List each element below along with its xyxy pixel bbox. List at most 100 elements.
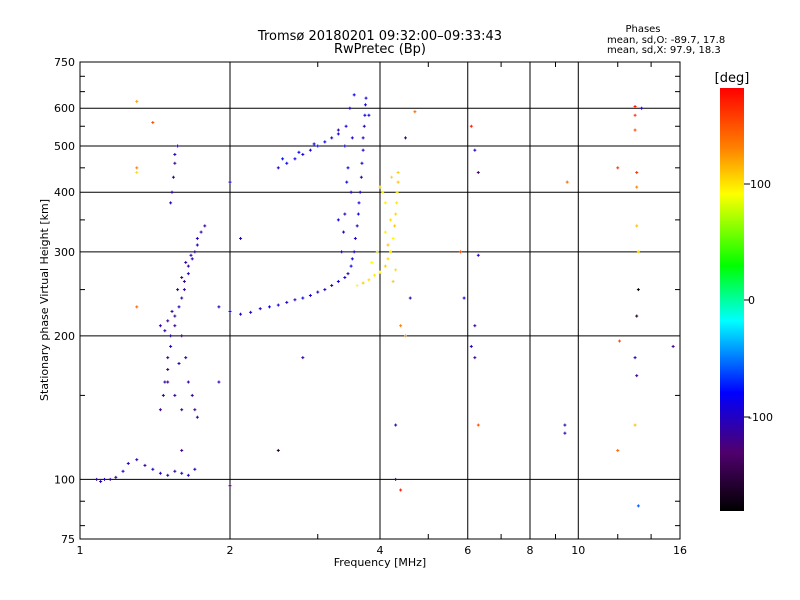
data-point	[281, 157, 285, 161]
data-point	[386, 257, 390, 261]
data-point	[199, 230, 203, 234]
data-point	[350, 257, 354, 261]
data-point	[389, 250, 393, 254]
data-point	[323, 140, 327, 144]
x-axis-label: Frequency [MHz]	[334, 556, 426, 569]
data-point	[316, 290, 320, 294]
data-point	[151, 121, 155, 125]
data-point	[180, 471, 184, 475]
data-point	[158, 324, 162, 328]
x-tick-label: 8	[527, 544, 534, 557]
data-point	[352, 93, 356, 97]
data-point	[671, 344, 675, 348]
data-point	[340, 250, 344, 254]
data-point	[126, 461, 130, 465]
data-point	[177, 361, 181, 365]
data-point	[163, 329, 167, 333]
data-point	[323, 288, 327, 292]
data-point	[180, 448, 184, 452]
data-point	[135, 305, 139, 309]
data-point	[169, 334, 173, 338]
data-point	[95, 477, 99, 481]
data-point	[362, 124, 366, 128]
data-point	[394, 477, 398, 481]
colorbar-tick-label: 0	[748, 294, 755, 307]
info-line-x: mean, sd,X: 97.9, 18.3	[607, 45, 721, 56]
data-point	[180, 276, 184, 280]
data-point	[203, 224, 207, 228]
data-point	[176, 144, 180, 148]
data-point	[353, 236, 357, 240]
data-point	[301, 152, 305, 156]
data-point	[359, 175, 363, 179]
data-point	[195, 243, 199, 247]
data-point	[258, 307, 262, 311]
data-point	[346, 272, 350, 276]
data-point	[458, 250, 462, 254]
data-point	[293, 157, 297, 161]
data-point	[276, 448, 280, 452]
data-point	[356, 212, 360, 216]
data-point	[184, 260, 188, 264]
data-point	[361, 136, 365, 140]
colorbar-tick-label: -100	[748, 411, 773, 424]
colorbar-label: [deg]	[715, 71, 750, 86]
x-tick-labels: 1 2 4 6 8 10 16	[77, 544, 688, 557]
data-point	[103, 477, 107, 481]
data-point	[228, 309, 232, 313]
y-tick-label: 200	[54, 330, 75, 343]
data-point	[267, 305, 271, 309]
data-point	[173, 469, 177, 473]
data-point	[633, 356, 637, 360]
data-point	[408, 296, 412, 300]
data-point	[386, 243, 390, 247]
info-heading: Phases	[625, 24, 660, 35]
data-point	[378, 185, 382, 189]
data-point	[135, 458, 139, 462]
data-point	[352, 250, 356, 254]
data-point	[363, 103, 367, 107]
data-point	[563, 423, 567, 427]
data-point	[395, 190, 399, 194]
y-tick-label: 600	[54, 102, 75, 115]
data-point	[180, 408, 184, 412]
data-point	[330, 283, 334, 287]
data-point	[348, 106, 352, 110]
data-point	[393, 224, 397, 228]
data-point	[378, 270, 382, 274]
data-point	[618, 339, 622, 343]
data-point	[135, 166, 139, 170]
data-point	[228, 180, 232, 184]
data-point	[301, 356, 305, 360]
data-point	[330, 136, 334, 140]
data-point	[158, 408, 162, 412]
data-point	[469, 344, 473, 348]
data-point	[166, 473, 170, 477]
data-point	[143, 463, 147, 467]
data-point	[344, 124, 348, 128]
data-point	[301, 296, 305, 300]
data-point	[403, 136, 407, 140]
data-point	[166, 319, 170, 323]
data-point	[469, 124, 473, 128]
data-point	[342, 230, 346, 234]
data-point	[169, 344, 173, 348]
data-point	[616, 166, 620, 170]
data-point	[383, 201, 387, 205]
data-point	[173, 324, 177, 328]
data-point	[476, 170, 480, 174]
data-point	[108, 477, 112, 481]
data-point	[228, 484, 232, 488]
data-point	[193, 250, 197, 254]
data-point	[394, 423, 398, 427]
data-point	[367, 278, 371, 282]
data-point	[395, 201, 399, 205]
data-point	[173, 314, 177, 318]
data-point	[336, 218, 340, 222]
data-point	[182, 288, 186, 292]
data-point	[135, 99, 139, 103]
data-point	[345, 180, 349, 184]
data-point	[635, 374, 639, 378]
data-point	[276, 166, 280, 170]
